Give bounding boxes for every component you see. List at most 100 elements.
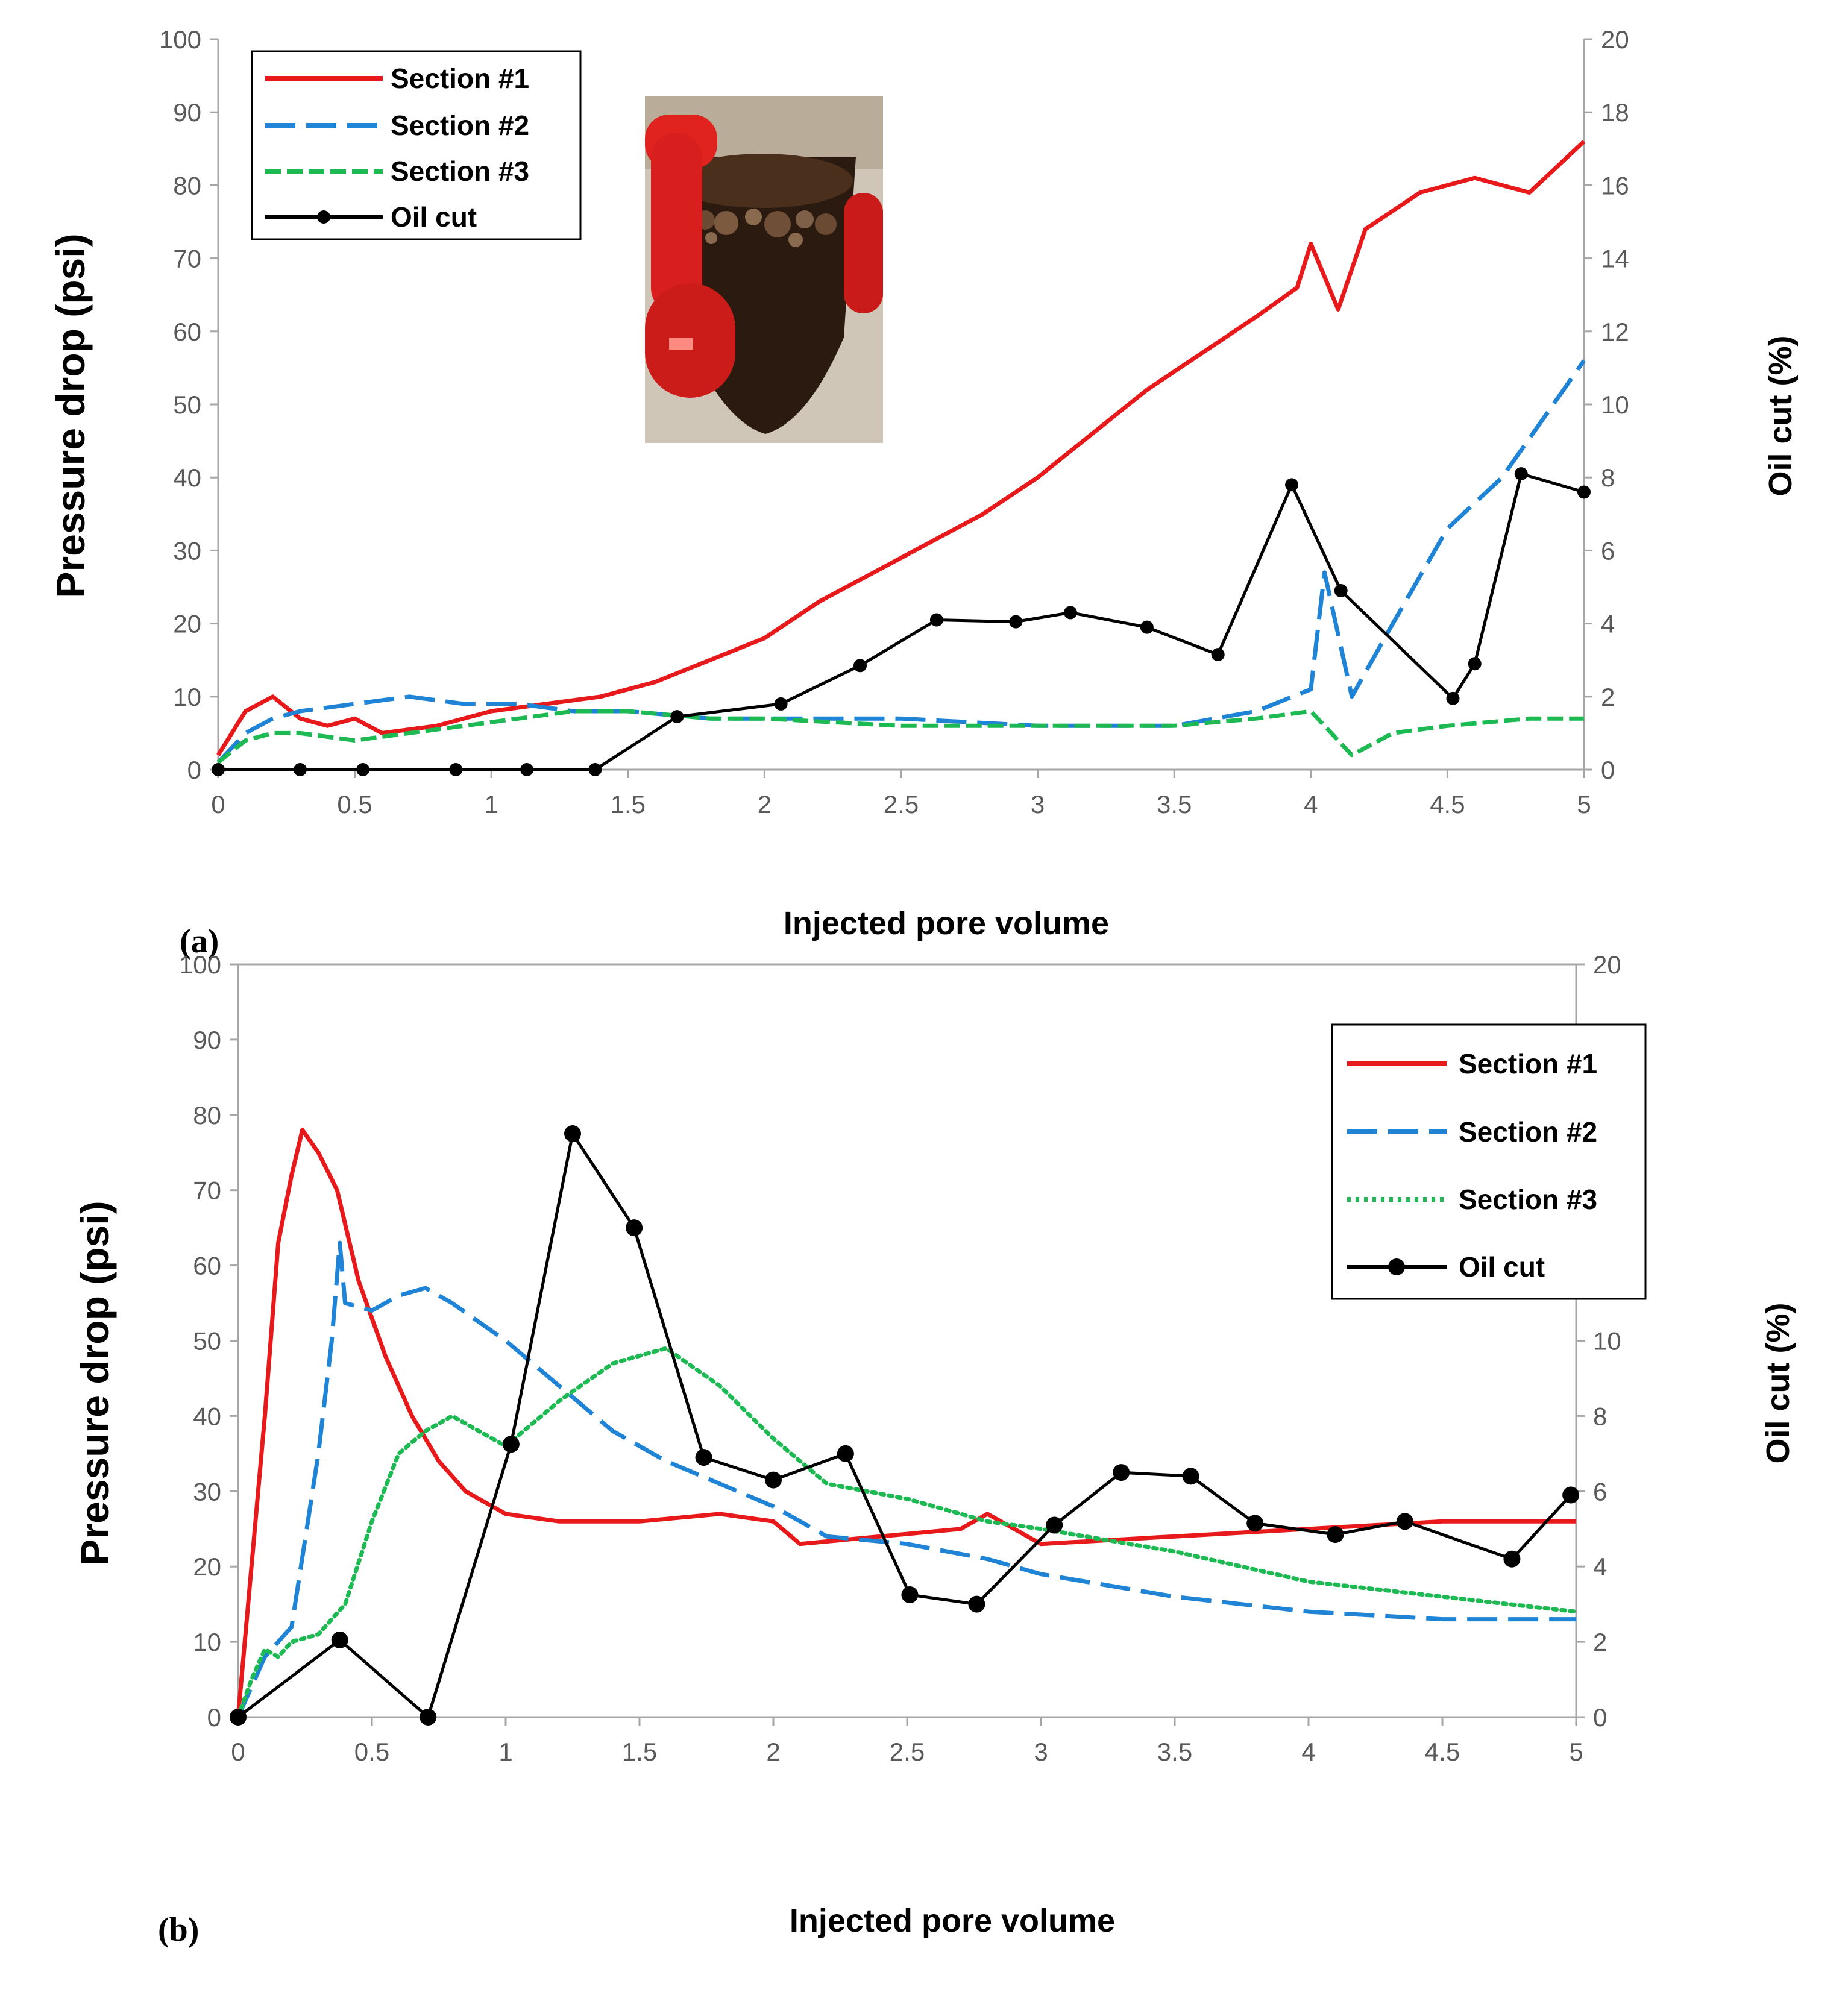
legend-item-oilcut: Oil cut [265, 201, 477, 233]
data-point-oilcut [1327, 1526, 1344, 1544]
data-point-oilcut [1063, 606, 1077, 620]
series-line-section1 [216, 140, 1586, 756]
y2-tick-label: 16 [1601, 171, 1629, 199]
x-tick-label: 2.5 [884, 790, 919, 818]
x-tick-label: 2 [758, 790, 772, 818]
x-tick-label: 3 [1031, 790, 1045, 818]
y2-tick-label: 20 [1593, 950, 1621, 979]
legend-label-section2: Section #2 [391, 110, 529, 141]
y2-tick-label: 12 [1601, 318, 1629, 346]
data-point-oilcut [1211, 648, 1225, 662]
chart-panel-b: 0 0.5 1 1.5 2 2.5 3 3.5 4 4.5 50102030405060708090… [72, 950, 1796, 1949]
data-point-oilcut [837, 1445, 854, 1462]
y2-tick-label: 14 [1601, 245, 1629, 273]
y2-tick-label: 0 [1593, 1703, 1607, 1732]
data-point-oilcut [1334, 584, 1348, 598]
data-point-oilcut [929, 613, 943, 627]
x-tick-label: 3.5 [1157, 1738, 1192, 1766]
series-line-section3 [236, 1346, 1579, 1720]
x-tick-label: 4.5 [1430, 790, 1465, 818]
y-tick-label: 20 [193, 1553, 221, 1581]
x-tick-label: 2 [766, 1738, 780, 1766]
series-layer-b [230, 1125, 1580, 1726]
y-tick-label: 70 [173, 245, 201, 273]
x-tick-label: 3.5 [1157, 790, 1192, 818]
series-line-section2 [216, 359, 1586, 764]
y-tick-label: 60 [193, 1252, 221, 1280]
y2-tick-label: 18 [1601, 98, 1629, 127]
y-tick-label: 20 [173, 610, 201, 638]
legend-label-section3: Section #3 [1459, 1184, 1597, 1215]
y-tick-label: 0 [207, 1703, 221, 1732]
data-point-oilcut [1046, 1516, 1063, 1534]
y-axis-title-b: Pressure drop (psi) [72, 1201, 117, 1565]
series-line-section2 [236, 1240, 1576, 1718]
y-tick-label: 40 [193, 1402, 221, 1430]
x-tick-label: 4 [1304, 790, 1318, 818]
y-tick-label: 90 [193, 1026, 221, 1054]
data-point-oilcut [1285, 478, 1299, 492]
y2-tick-label: 20 [1601, 25, 1629, 54]
data-point-oilcut [765, 1471, 782, 1489]
panel-label-a: (a) [180, 923, 219, 960]
x-tick-label: 1 [485, 790, 498, 818]
series-layer-a [212, 140, 1591, 776]
legend-label-section2: Section #2 [1459, 1116, 1597, 1148]
data-point-oilcut [1246, 1515, 1264, 1532]
x-tick-label: 0 [211, 790, 225, 818]
data-point-oilcut [853, 659, 867, 673]
x-tick-label: 4 [1301, 1738, 1315, 1766]
data-point-oilcut [1503, 1550, 1521, 1568]
data-point-oilcut [1562, 1486, 1580, 1504]
legend-item-oilcut: Oil cut [1347, 1251, 1545, 1283]
y-tick-label: 40 [173, 463, 201, 492]
x-axis-title-b: Injected pore volume [790, 1903, 1115, 1939]
data-point-oilcut [1113, 1464, 1130, 1481]
data-point-oilcut [774, 697, 788, 711]
data-point-oilcut [1514, 467, 1528, 481]
legend-b: Section #1 Section #2 Section #3 Oil cut [1331, 1023, 1647, 1300]
data-point-oilcut [626, 1219, 643, 1237]
data-point-oilcut [1009, 615, 1023, 629]
data-point-oilcut [212, 763, 225, 776]
y-tick-label: 70 [193, 1176, 221, 1205]
y2-tick-label: 6 [1593, 1477, 1607, 1506]
x-tick-label: 3 [1034, 1738, 1048, 1766]
y-tick-label: 50 [173, 391, 201, 419]
data-point-oilcut [502, 1436, 520, 1453]
x-tick-label: 4.5 [1425, 1738, 1460, 1766]
data-point-oilcut [588, 763, 602, 776]
y-tick-label: 50 [193, 1327, 221, 1355]
x-tick-label: 0.5 [354, 1738, 389, 1766]
x-tick-label: 2.5 [890, 1738, 925, 1766]
legend-item-section3: Section #3 [1347, 1184, 1597, 1215]
data-point-oilcut [230, 1709, 247, 1726]
legend-label-section1: Section #1 [1459, 1048, 1597, 1079]
data-point-oilcut [420, 1709, 437, 1726]
data-point-oilcut [1396, 1513, 1413, 1530]
y-tick-label: 10 [193, 1628, 221, 1656]
x-tick-label: 5 [1577, 790, 1591, 818]
series-line-section1 [236, 1128, 1576, 1718]
panel-label-b: (b) [158, 1911, 199, 1949]
y-tick-label: 60 [173, 318, 201, 346]
y-axis-title-a: Pressure drop (psi) [48, 233, 93, 598]
inset-photo [645, 96, 883, 443]
x-tick-label: 0 [231, 1738, 245, 1766]
x-tick-label: 1.5 [611, 790, 646, 818]
y2-tick-label: 4 [1601, 610, 1615, 638]
y2-tick-label: 10 [1601, 391, 1629, 419]
data-point-oilcut [564, 1125, 581, 1143]
data-point-oilcut [1140, 620, 1154, 634]
y2-tick-label: 2 [1601, 683, 1615, 711]
legend-item-section1: Section #1 [265, 63, 529, 94]
data-point-oilcut [449, 763, 463, 776]
y2-tick-label: 0 [1601, 756, 1615, 784]
y-tick-label: 80 [173, 171, 201, 199]
y-tick-label: 30 [173, 536, 201, 565]
y2-tick-label: 2 [1593, 1628, 1607, 1656]
data-point-oilcut [356, 763, 370, 776]
y2-tick-label: 8 [1593, 1402, 1607, 1430]
y2-axis-title-a: Oil cut (%) [1762, 336, 1799, 497]
legend-label-oilcut: Oil cut [391, 201, 477, 233]
